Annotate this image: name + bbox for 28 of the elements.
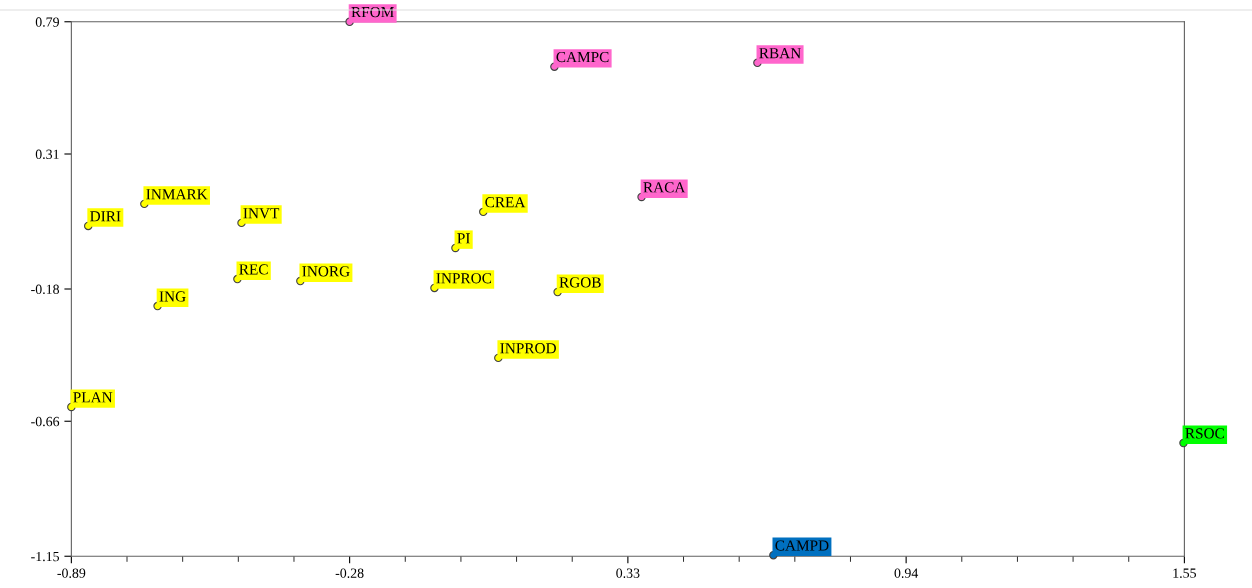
data-label: RACA [643,182,686,193]
x-tick-label: 0.33 [616,568,640,578]
x-tick-label: 1.55 [1173,568,1196,578]
data-label: PI [457,233,470,244]
data-label: INPROC [436,273,492,284]
x-tick-label: 0.94 [894,568,919,578]
data-label: PLAN [73,392,113,403]
data-label: INPROD [500,343,556,354]
y-tick-label: -1.15 [31,551,60,562]
data-label: RGOB [559,277,601,288]
data-label: RSOC [1185,428,1224,439]
data-label: CAMPC [556,51,609,63]
data-label: CREA [485,197,526,208]
data-label: RFOM [351,7,394,18]
x-tick-label: -0.89 [57,568,86,578]
data-label: INVT [243,208,280,219]
y-tick-label: -0.18 [31,284,60,295]
data-label: INMARK [146,189,208,200]
x-tick-label: -0.28 [335,568,364,578]
data-label: RBAN [759,48,801,59]
data-label: CAMPD [775,540,829,551]
data-label: INORG [302,266,350,277]
y-tick-label: 0.79 [35,17,59,27]
data-label: DIRI [90,211,121,222]
y-tick-label: -0.66 [31,416,60,427]
data-label: REC [239,264,268,275]
y-tick-label: 0.31 [35,149,59,160]
data-label: ING [159,291,186,302]
